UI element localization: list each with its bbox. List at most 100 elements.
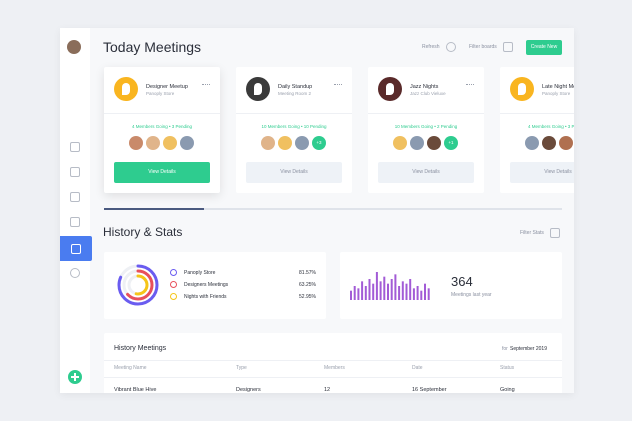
sidebar [60,28,90,393]
nav-icon[interactable] [70,192,80,202]
bar [409,279,412,300]
filter-prefix: for [502,346,508,352]
column-header: Meeting Name [114,365,147,371]
bar [405,283,408,300]
view-details[interactable]: View Details [246,162,342,183]
meeting-logo [246,77,270,101]
member-avatar [146,136,160,150]
member-avatar [163,136,177,150]
caption: Meetings last year [451,292,492,298]
legend-value: 81.57% [299,270,316,276]
meeting-status: 4 Members Going • 3 Pending [527,124,574,129]
scroll-thumb[interactable] [104,208,204,210]
meeting-status: 4 Members Going • 3 Pending [131,124,193,129]
member-avatar [410,136,424,150]
logo-glyph [254,83,262,95]
meeting-place: Panoply Store [542,91,571,96]
cell: 16 September [412,387,447,393]
user-avatar[interactable] [67,40,81,54]
nav-icon[interactable] [70,167,80,177]
meeting-logo [114,77,138,101]
column-header: Type [236,365,247,371]
logo-glyph [122,83,130,95]
nav-icon[interactable] [70,217,80,227]
cell: Going [500,387,515,393]
column-header: Status [500,365,515,371]
bar [427,288,430,300]
create-button[interactable]: Create New [526,40,562,55]
refresh[interactable]: Refresh [422,44,440,50]
more-menu[interactable] [334,84,342,87]
bar [401,281,404,300]
bar [420,290,423,300]
meeting-title: Designer Meetup [146,84,188,90]
bar [416,286,419,300]
divider [368,113,484,114]
legend-dot [170,293,177,300]
bar [390,279,393,300]
meeting-status: 10 Members Going • 2 Pending [394,124,458,129]
meeting-status: 10 Members Going • 10 Pending [261,124,327,129]
nav-icon[interactable] [70,268,80,278]
more-members: +1 [444,136,458,150]
bar [412,288,415,300]
meeting-card: Daily Standup Meeting Room 2 10 Members Go… [236,67,352,193]
refresh-icon[interactable] [446,42,456,52]
bar [383,276,386,300]
cell: Vibrant Blue Hive [114,387,157,393]
filter-stats[interactable]: Filter Stats [520,230,544,236]
member-avatar [393,136,407,150]
filter-icon[interactable] [503,42,513,52]
bar [394,274,397,300]
meeting-card: Designer Meetup Panoply Store 4 Members Go… [104,67,220,193]
bar [398,286,401,300]
meeting-place: Panoply Store [146,91,175,96]
filter-boards[interactable]: Filter boards [469,44,497,50]
divider [104,360,562,361]
member-avatar [525,136,539,150]
filter-icon[interactable] [550,228,560,238]
bar [353,286,356,300]
logo-glyph [386,83,394,95]
bar [357,288,360,300]
meeting-card: Jazz Nights Jazz Club Vieluxe 10 Members G… [368,67,484,193]
bar [379,281,382,300]
activity-card: 364 Meetings last year [340,252,562,319]
ring [122,269,154,301]
add-button[interactable] [68,370,82,384]
logo-glyph [518,83,526,95]
view-details[interactable]: View Details [378,162,474,183]
app: Today Meetings Refresh Filter boards Cre… [60,28,574,393]
rings [117,264,159,306]
stats-card: Panoply Store 81.57% Designers Meetings 63.… [104,252,326,319]
view-details[interactable]: View Details [114,162,210,183]
month-filter[interactable]: September 2019 [510,346,547,352]
view-details[interactable]: View Details [510,162,574,183]
bar [387,283,389,300]
bar [368,279,371,300]
meeting-logo [510,77,534,101]
bar [361,281,364,300]
more-menu[interactable] [466,84,474,87]
column-header: Members [324,365,345,371]
ring [117,264,159,306]
bar [364,286,367,300]
nav-icon[interactable] [70,142,80,152]
scroll-track [104,208,562,210]
meeting-place: Meeting Room 2 [278,91,312,96]
page-title: Today Meetings [103,39,202,55]
bar [375,272,378,300]
more-menu[interactable] [202,84,210,87]
legend-dot [170,269,177,276]
nav-active[interactable] [60,236,92,261]
member-avatar [278,136,292,150]
meeting-title: Jazz Nights [410,84,439,90]
legend-value: 52.95% [299,294,316,300]
meeting-place: Jazz Club Vieluxe [410,91,446,96]
member-avatar [295,136,309,150]
legend-name: Nights with Friends [184,294,227,300]
divider [104,377,562,378]
table-title: History Meetings [114,345,167,352]
divider [500,113,574,114]
